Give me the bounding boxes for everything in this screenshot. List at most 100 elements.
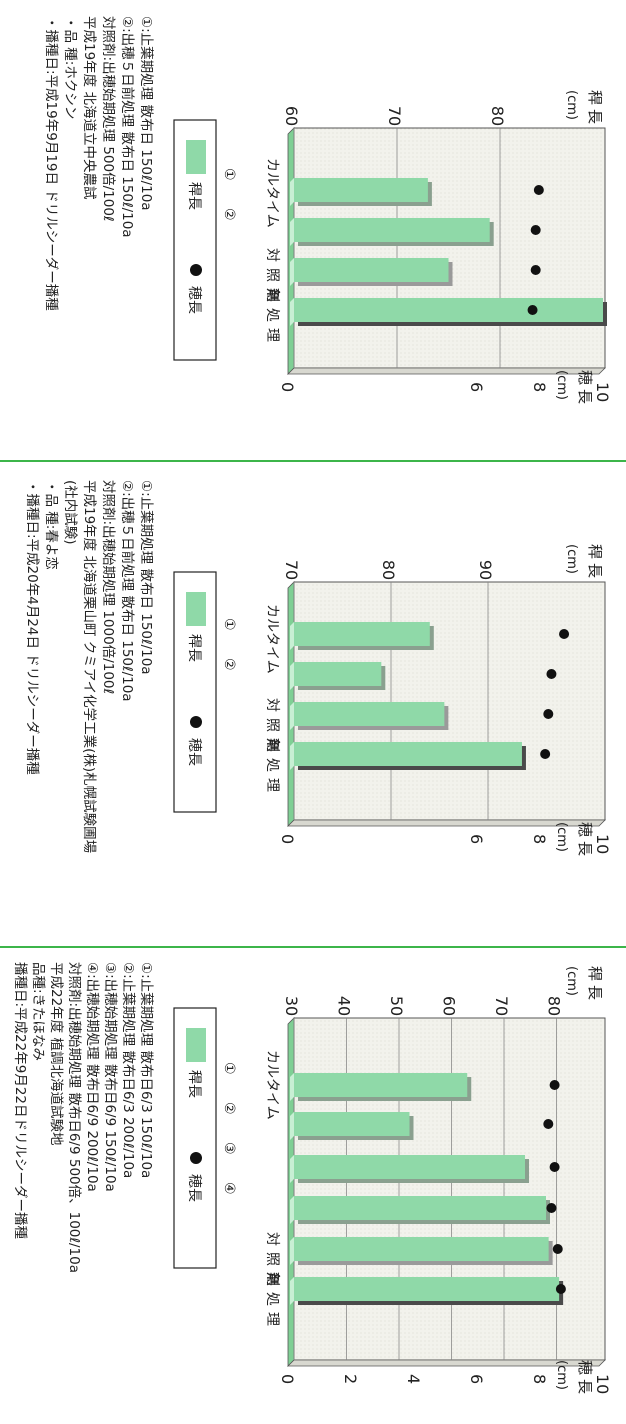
ear-dot (530, 225, 541, 235)
ear-dot (527, 305, 538, 315)
ear-tick-label: 10 (593, 834, 612, 854)
stem-axis-unit: (cm) (564, 544, 579, 574)
stem-bar (294, 702, 445, 726)
ear-tick-label: 2 (341, 1374, 360, 1384)
ear-dot (543, 1119, 554, 1129)
category-label-control: 対照剤 (264, 1232, 280, 1292)
footnote-line: 対照剤:出穂始期処理 1000倍/100ℓ (100, 480, 116, 694)
plot-panel (293, 581, 606, 821)
ear-dot (559, 629, 570, 639)
plot-panel (293, 1017, 606, 1361)
category-label-control: 対照剤 (264, 698, 280, 758)
stem-tick-label: 80 (545, 996, 564, 1016)
footnote-line: 品種:きたほなみ (30, 962, 46, 1061)
stem-bar (294, 1237, 549, 1261)
stem-tick-label: 90 (476, 560, 495, 580)
ear-dot (546, 669, 557, 679)
bar-end (290, 662, 294, 690)
category-label-product: カルタイム (264, 604, 280, 674)
footnote-line: ②:止葉期処理 散布日6/3 200ℓ/10a (120, 962, 136, 1178)
ear-tick-label: 8 (530, 382, 549, 392)
footnote-line: ・播種日:平成20年4月24日 ドリルシーダー播種 (24, 480, 40, 775)
ear-dot (555, 1284, 566, 1294)
ear-dot (540, 749, 551, 759)
category-label-untreated: 無処理 (264, 1272, 280, 1332)
panel-floor (287, 1017, 295, 1367)
bar-end (290, 1155, 294, 1183)
stem-tick-label: 50 (387, 996, 406, 1016)
stem-bar (294, 1196, 546, 1220)
ear-dot (543, 709, 554, 719)
footnote-line: 播種日:平成22年9月22日ドリルシーダー播種 (12, 962, 28, 1239)
stem-bar (294, 742, 522, 766)
bar-end (290, 1196, 294, 1224)
legend-ear-dot (190, 1152, 202, 1164)
plot-panel (293, 127, 606, 369)
ear-tick-label: 8 (530, 1374, 549, 1384)
legend-ear-dot (190, 264, 202, 276)
stem-tick-label: 70 (492, 996, 511, 1016)
legend-ear-label: 穂長 (186, 1174, 202, 1202)
category-label-untreated: 無処理 (264, 738, 280, 798)
bar-end (290, 742, 294, 770)
bar-end (290, 622, 294, 650)
footnote-line: ④:出穂始期処理 散布日6/9 200ℓ/10a (84, 962, 100, 1192)
category-label-treatment: ② (221, 1102, 237, 1115)
category-label-treatment: ① (221, 618, 237, 631)
bar-end (290, 178, 294, 206)
category-label-product: カルタイム (264, 1050, 280, 1120)
footnote-line: 対照剤:出穂始期処理 500倍/100ℓ (100, 16, 116, 222)
chart-3: 30 40 50 60 70 80 0 2 4 6 8 10 稈長 (cm) 穂長 (cm) カルタイム ① ② ③ ④… (12, 962, 612, 1398)
panel-side (287, 367, 606, 375)
ear-axis-unit: (cm) (554, 1360, 569, 1390)
legend-stem-label: 稈長 (186, 1070, 202, 1098)
legend-ear-label: 穂長 (186, 738, 202, 766)
ear-tick-label: 10 (593, 382, 612, 402)
ear-tick-label: 6 (467, 1374, 486, 1384)
ear-dot (546, 1203, 557, 1213)
stem-tick-label: 60 (440, 996, 459, 1016)
ear-tick-label: 10 (593, 1374, 612, 1394)
ear-axis-unit: (cm) (554, 822, 569, 852)
stem-bar (294, 258, 449, 282)
bar-end (290, 218, 294, 246)
stem-bar (294, 1277, 560, 1301)
footnote-line: 平成22年度 植調北海道試験地 (48, 962, 64, 1146)
ear-dot (530, 265, 541, 275)
category-label-treatment: ① (221, 168, 237, 181)
stem-axis-title: 稈長 (586, 90, 604, 128)
category-label-treatment: ① (221, 1062, 237, 1075)
stem-axis-title: 稈長 (586, 966, 604, 1004)
ear-axis-title: 穂長 (576, 370, 594, 408)
footnote-line: 対照剤:出穂始期処理 散布日6/9 500倍、100ℓ/10a (66, 962, 82, 1273)
category-label-treatment: ④ (221, 1182, 237, 1195)
footnote-line: ・播種日:平成19年9月19日 ドリルシーダー播種 (43, 16, 59, 311)
category-label-control: 対照剤 (264, 248, 280, 308)
stem-bar (294, 1073, 468, 1097)
bar-end (290, 1112, 294, 1140)
footnote-line: ①:止葉期処理 散布日6/3 150ℓ/10a (138, 962, 154, 1178)
category-label-treatment: ② (221, 658, 237, 671)
stem-tick-label: 70 (282, 560, 301, 580)
panel-side (287, 819, 606, 827)
legend-ear-dot (190, 716, 202, 728)
bar-end (290, 702, 294, 730)
ear-axis-title: 穂長 (576, 822, 594, 860)
ear-dot (552, 1244, 563, 1254)
footnote-line: (社内試験) (62, 480, 78, 545)
ear-tick-label: 0 (278, 1374, 297, 1384)
ear-dot (549, 1080, 560, 1090)
stem-tick-label: 30 (282, 996, 301, 1016)
footnote-line: 平成19年度 北海道立中央農試 (81, 16, 97, 200)
panel-floor (287, 127, 295, 375)
legend-stem-swatch (186, 140, 206, 174)
category-label-product: カルタイム (264, 158, 280, 228)
legend-stem-swatch (186, 592, 206, 626)
legend-box (173, 1007, 217, 1269)
stem-axis-title: 稈長 (586, 544, 604, 582)
ear-tick-label: 6 (467, 834, 486, 844)
footnote-line: 平成19年度 北海道栗山町 クミアイ化学工業(株)札幌試験圃場 (81, 480, 97, 853)
